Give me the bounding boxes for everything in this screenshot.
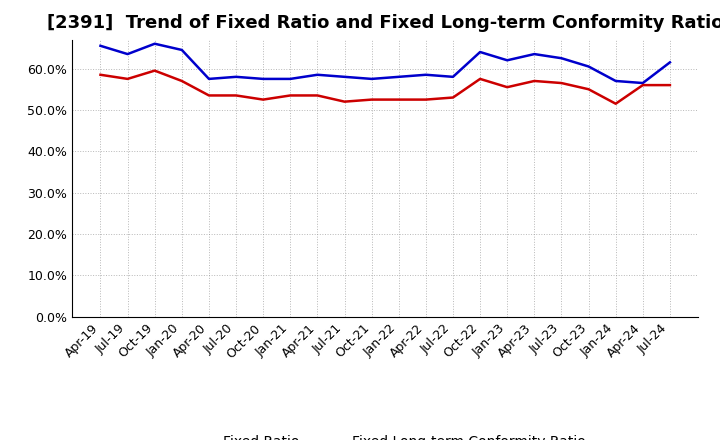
- Fixed Long-term Conformity Ratio: [150, 68, 159, 73]
- Fixed Ratio: [503, 58, 511, 63]
- Fixed Ratio: [123, 51, 132, 57]
- Fixed Ratio: [259, 76, 268, 81]
- Fixed Ratio: [178, 48, 186, 53]
- Fixed Ratio: [557, 55, 566, 61]
- Fixed Ratio: [476, 49, 485, 55]
- Fixed Ratio: [232, 74, 240, 80]
- Fixed Ratio: [204, 76, 213, 81]
- Fixed Long-term Conformity Ratio: [557, 81, 566, 86]
- Line: Fixed Ratio: Fixed Ratio: [101, 44, 670, 83]
- Fixed Long-term Conformity Ratio: [204, 93, 213, 98]
- Fixed Long-term Conformity Ratio: [665, 82, 674, 88]
- Fixed Long-term Conformity Ratio: [341, 99, 349, 104]
- Fixed Ratio: [449, 74, 457, 80]
- Fixed Long-term Conformity Ratio: [259, 97, 268, 102]
- Fixed Ratio: [313, 72, 322, 77]
- Fixed Long-term Conformity Ratio: [476, 76, 485, 81]
- Fixed Ratio: [611, 78, 620, 84]
- Fixed Long-term Conformity Ratio: [313, 93, 322, 98]
- Fixed Ratio: [421, 72, 430, 77]
- Fixed Ratio: [665, 60, 674, 65]
- Fixed Long-term Conformity Ratio: [96, 72, 105, 77]
- Fixed Long-term Conformity Ratio: [286, 93, 294, 98]
- Fixed Long-term Conformity Ratio: [639, 82, 647, 88]
- Fixed Long-term Conformity Ratio: [178, 78, 186, 84]
- Fixed Long-term Conformity Ratio: [395, 97, 403, 102]
- Fixed Ratio: [639, 81, 647, 86]
- Fixed Long-term Conformity Ratio: [421, 97, 430, 102]
- Fixed Long-term Conformity Ratio: [584, 87, 593, 92]
- Fixed Ratio: [584, 64, 593, 69]
- Fixed Ratio: [286, 76, 294, 81]
- Fixed Long-term Conformity Ratio: [367, 97, 376, 102]
- Fixed Ratio: [341, 74, 349, 80]
- Fixed Long-term Conformity Ratio: [503, 84, 511, 90]
- Fixed Long-term Conformity Ratio: [232, 93, 240, 98]
- Fixed Long-term Conformity Ratio: [123, 76, 132, 81]
- Line: Fixed Long-term Conformity Ratio: Fixed Long-term Conformity Ratio: [101, 71, 670, 104]
- Legend: Fixed Ratio, Fixed Long-term Conformity Ratio: Fixed Ratio, Fixed Long-term Conformity …: [179, 429, 592, 440]
- Fixed Long-term Conformity Ratio: [449, 95, 457, 100]
- Title: [2391]  Trend of Fixed Ratio and Fixed Long-term Conformity Ratio: [2391] Trend of Fixed Ratio and Fixed Lo…: [47, 15, 720, 33]
- Fixed Ratio: [367, 76, 376, 81]
- Fixed Long-term Conformity Ratio: [530, 78, 539, 84]
- Fixed Ratio: [150, 41, 159, 46]
- Fixed Ratio: [96, 43, 105, 48]
- Fixed Ratio: [530, 51, 539, 57]
- Fixed Ratio: [395, 74, 403, 80]
- Fixed Long-term Conformity Ratio: [611, 101, 620, 106]
